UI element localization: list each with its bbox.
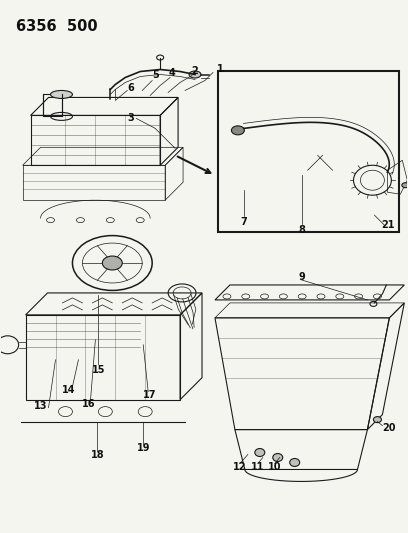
- Text: 6356  500: 6356 500: [16, 19, 97, 34]
- Text: 20: 20: [383, 423, 396, 433]
- Text: 5: 5: [152, 70, 159, 80]
- Text: 8: 8: [298, 225, 305, 235]
- Ellipse shape: [255, 449, 265, 456]
- Text: 3: 3: [127, 114, 134, 123]
- Ellipse shape: [231, 126, 244, 135]
- Text: 2: 2: [192, 66, 198, 76]
- Text: 10: 10: [268, 463, 282, 472]
- Text: 4: 4: [169, 68, 175, 77]
- Text: 1: 1: [217, 63, 223, 74]
- Bar: [218, 70, 399, 232]
- Text: 19: 19: [136, 442, 150, 453]
- Text: 18: 18: [91, 449, 104, 459]
- Ellipse shape: [373, 417, 381, 423]
- Ellipse shape: [402, 183, 408, 188]
- Text: 14: 14: [62, 385, 75, 394]
- Text: 21: 21: [381, 220, 395, 230]
- Ellipse shape: [273, 454, 283, 462]
- Text: 11: 11: [251, 463, 264, 472]
- Text: 15: 15: [92, 365, 105, 375]
- Text: 13: 13: [34, 401, 47, 410]
- Ellipse shape: [290, 458, 299, 466]
- Ellipse shape: [102, 256, 122, 270]
- Text: 17: 17: [144, 390, 157, 400]
- Text: 9: 9: [298, 272, 305, 282]
- Ellipse shape: [189, 71, 201, 78]
- Ellipse shape: [51, 91, 73, 99]
- Text: 7: 7: [240, 217, 247, 227]
- Text: 12: 12: [233, 463, 246, 472]
- Text: 6: 6: [127, 84, 134, 93]
- Text: 16: 16: [82, 399, 95, 409]
